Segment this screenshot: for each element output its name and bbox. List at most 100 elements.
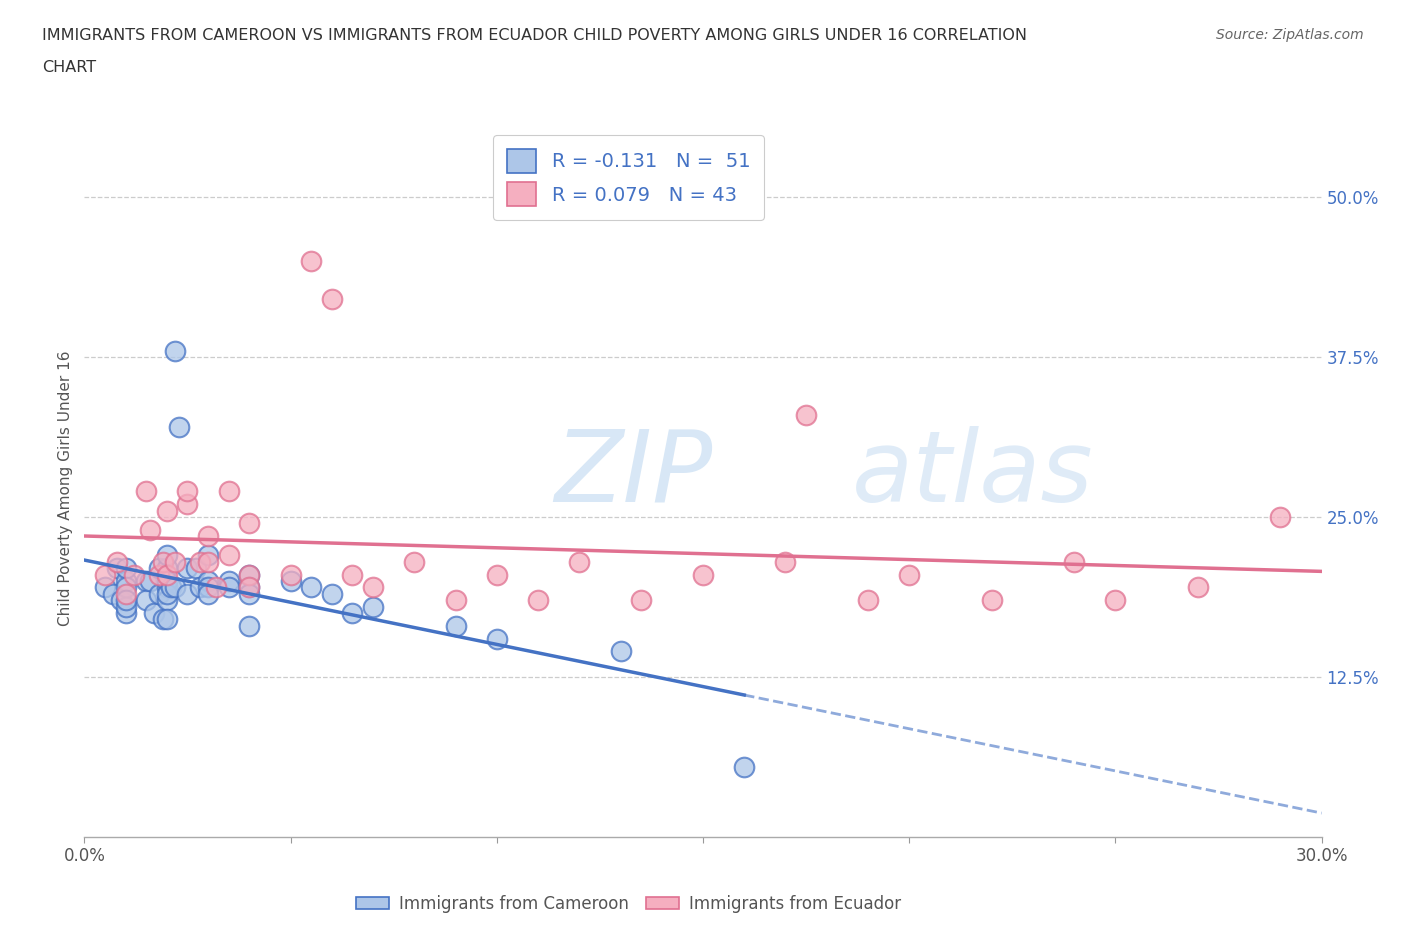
Point <box>114 605 136 620</box>
Point <box>485 631 508 646</box>
Text: atlas: atlas <box>852 426 1092 523</box>
Point <box>135 574 157 589</box>
Point <box>321 292 343 307</box>
Point <box>114 599 136 614</box>
Text: CHART: CHART <box>42 60 96 75</box>
Text: IMMIGRANTS FROM CAMEROON VS IMMIGRANTS FROM ECUADOR CHILD POVERTY AMONG GIRLS UN: IMMIGRANTS FROM CAMEROON VS IMMIGRANTS F… <box>42 28 1028 43</box>
Point <box>197 574 219 589</box>
Point <box>794 407 817 422</box>
Point <box>156 580 179 595</box>
Point <box>1187 580 1209 595</box>
Point <box>188 554 211 569</box>
Point <box>404 554 426 569</box>
Point <box>609 644 631 658</box>
Point <box>238 516 260 531</box>
Point <box>156 503 179 518</box>
Point <box>156 561 179 576</box>
Point <box>197 554 219 569</box>
Point <box>218 580 240 595</box>
Point <box>1063 554 1085 569</box>
Point <box>280 567 302 582</box>
Point <box>156 612 179 627</box>
Text: Source: ZipAtlas.com: Source: ZipAtlas.com <box>1216 28 1364 42</box>
Point <box>165 343 187 358</box>
Point <box>238 580 260 595</box>
Point <box>218 484 240 498</box>
Point <box>527 592 550 607</box>
Point <box>152 554 174 569</box>
Point <box>114 574 136 589</box>
Point <box>980 592 1002 607</box>
Point <box>218 574 240 589</box>
Text: ZIP: ZIP <box>554 426 713 523</box>
Point <box>1104 592 1126 607</box>
Point <box>299 580 322 595</box>
Point <box>188 580 211 595</box>
Point <box>160 580 183 595</box>
Point <box>110 592 132 607</box>
Point <box>205 580 228 595</box>
Point <box>280 574 302 589</box>
Y-axis label: Child Poverty Among Girls Under 16: Child Poverty Among Girls Under 16 <box>58 351 73 626</box>
Point <box>94 567 117 582</box>
Point <box>692 567 714 582</box>
Point <box>568 554 591 569</box>
Point <box>103 587 125 602</box>
Point <box>148 567 170 582</box>
Point <box>361 599 384 614</box>
Point <box>135 484 157 498</box>
Point <box>238 567 260 582</box>
Point <box>342 567 364 582</box>
Point <box>114 561 136 576</box>
Point <box>444 618 467 633</box>
Point <box>148 561 170 576</box>
Point <box>122 567 145 582</box>
Point <box>165 554 187 569</box>
Point <box>218 548 240 563</box>
Point <box>485 567 508 582</box>
Point <box>856 592 879 607</box>
Point <box>156 587 179 602</box>
Point <box>105 554 128 569</box>
Point <box>238 567 260 582</box>
Point <box>321 587 343 602</box>
Point <box>238 587 260 602</box>
Point <box>1270 510 1292 525</box>
Point <box>444 592 467 607</box>
Point <box>135 592 157 607</box>
Point <box>775 554 797 569</box>
Point <box>165 580 187 595</box>
Point <box>94 580 117 595</box>
Point <box>114 580 136 595</box>
Point <box>342 605 364 620</box>
Point <box>156 574 179 589</box>
Point <box>167 420 190 435</box>
Point <box>152 612 174 627</box>
Point <box>197 529 219 544</box>
Point <box>898 567 921 582</box>
Point <box>105 561 128 576</box>
Point <box>238 618 260 633</box>
Point <box>299 254 322 269</box>
Point <box>176 497 198 512</box>
Point <box>630 592 652 607</box>
Point <box>184 561 207 576</box>
Point <box>148 587 170 602</box>
Point <box>176 587 198 602</box>
Point <box>143 605 166 620</box>
Point <box>197 580 219 595</box>
Point <box>156 567 179 582</box>
Point <box>114 592 136 607</box>
Point <box>238 580 260 595</box>
Point <box>197 587 219 602</box>
Point <box>176 561 198 576</box>
Point <box>197 548 219 563</box>
Point <box>733 759 755 774</box>
Point <box>156 548 179 563</box>
Point <box>114 587 136 602</box>
Point <box>361 580 384 595</box>
Point <box>176 484 198 498</box>
Point <box>139 523 162 538</box>
Legend: Immigrants from Cameroon, Immigrants from Ecuador: Immigrants from Cameroon, Immigrants fro… <box>350 888 908 920</box>
Point <box>139 574 162 589</box>
